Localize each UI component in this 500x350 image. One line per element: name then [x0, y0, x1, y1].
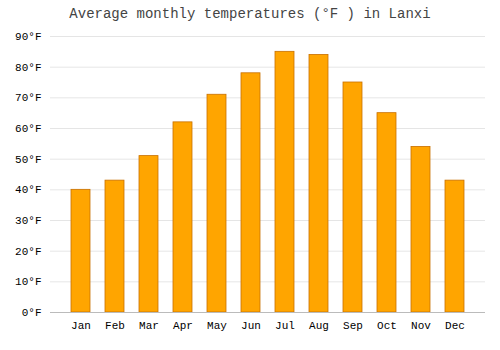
svg-text:60°F: 60°F: [15, 123, 41, 135]
svg-text:Dec: Dec: [445, 320, 465, 332]
svg-text:Oct: Oct: [377, 320, 397, 332]
svg-text:Jul: Jul: [275, 320, 295, 332]
svg-text:40°F: 40°F: [15, 184, 41, 196]
html-text:Average monthly temperatures (: Average monthly temperatures (°F ) in La…: [69, 6, 431, 22]
svg-text:Sep: Sep: [343, 320, 363, 332]
svg-text:20°F: 20°F: [15, 246, 41, 258]
svg-text:80°F: 80°F: [15, 62, 41, 74]
svg-text:Jan: Jan: [71, 320, 91, 332]
svg-text:10°F: 10°F: [15, 276, 41, 288]
svg-text:Apr: Apr: [173, 320, 193, 332]
svg-text:70°F: 70°F: [15, 92, 41, 104]
svg-text:May: May: [207, 320, 227, 332]
svg-text:50°F: 50°F: [15, 154, 41, 166]
svg-text:Aug: Aug: [309, 320, 329, 332]
svg-text:0°F: 0°F: [22, 307, 42, 319]
svg-text:90°F: 90°F: [15, 31, 41, 43]
svg-text:Mar: Mar: [139, 320, 159, 332]
svg-text:Feb: Feb: [105, 320, 125, 332]
svg-text:Nov: Nov: [411, 320, 431, 332]
svg-text:Jun: Jun: [241, 320, 261, 332]
svg-text:30°F: 30°F: [15, 215, 41, 227]
